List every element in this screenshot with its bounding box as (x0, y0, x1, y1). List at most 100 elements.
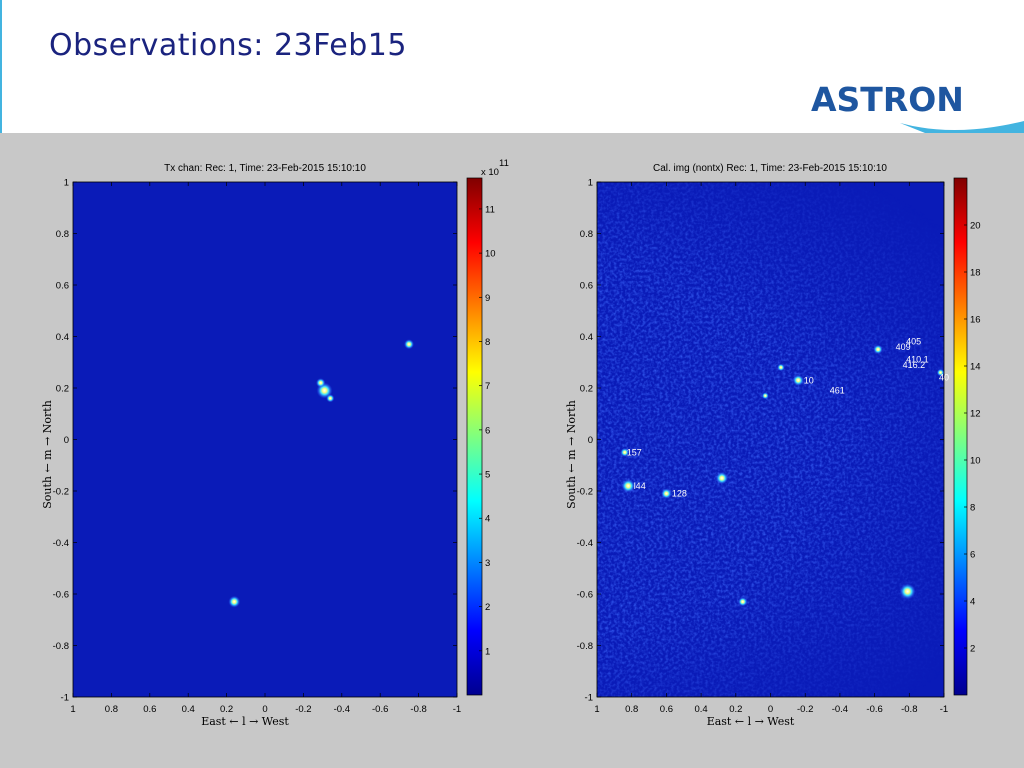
y-tick-label: 0.2 (56, 384, 69, 395)
x-tick-label: -0.6 (372, 704, 388, 715)
chart-title: Cal. img (nontx) Rec: 1, Time: 23-Feb-20… (653, 163, 887, 174)
slide-title: Observations: 23Feb15 (49, 28, 407, 63)
colorbar-tick-label: 4 (485, 514, 490, 525)
slide-header: Observations: 23Feb15 ASTRON (0, 0, 1024, 133)
x-tick-label: -1 (453, 704, 461, 715)
plot-area (73, 182, 457, 697)
source-label: 409 (896, 342, 911, 352)
source-point (792, 374, 804, 386)
y-tick-label: 1 (64, 178, 69, 189)
y-tick-label: -0.4 (53, 538, 69, 549)
colorbar-tick-label: 2 (970, 644, 975, 655)
chart-1: Tx chan: Rec: 1, Time: 23-Feb-2015 15:10… (41, 158, 509, 728)
colorbar-tick-label: 16 (970, 315, 981, 326)
colorbar-tick-label: 18 (970, 268, 981, 279)
source-point (326, 394, 335, 403)
colorbar-tick-label: 8 (970, 503, 975, 514)
x-tick-label: -0.2 (797, 704, 813, 715)
x-tick-label: -1 (940, 704, 948, 715)
y-tick-label: 0.6 (56, 281, 69, 292)
x-tick-label: 0.6 (143, 704, 156, 715)
x-tick-label: 0.6 (660, 704, 673, 715)
x-tick-label: 0.8 (105, 704, 118, 715)
x-axis-label: East ← l → West (201, 715, 289, 728)
colorbar-tick-label: 9 (485, 293, 490, 304)
colorbar-tick-label: 11 (485, 204, 495, 215)
colorbar-tick-label: 6 (970, 550, 975, 561)
colorbar (953, 177, 968, 696)
y-tick-label: 0.8 (56, 229, 69, 240)
source-label: 10 (804, 375, 814, 385)
source-point (738, 597, 748, 607)
y-tick-label: -0.4 (577, 538, 593, 549)
colorbar-tick-label: 7 (485, 381, 490, 392)
figure-canvas: Tx chan: Rec: 1, Time: 23-Feb-2015 15:10… (41, 158, 981, 728)
y-tick-label: -0.2 (577, 487, 593, 498)
y-tick-label: 0.2 (580, 384, 593, 395)
source-point (899, 583, 916, 600)
colorbar-tick-label: 3 (485, 558, 490, 569)
astron-logo: ASTRON (811, 80, 1024, 133)
source-point (620, 447, 630, 457)
chart-2: Cal. img (nontx) Rec: 1, Time: 23-Feb-20… (565, 163, 981, 728)
x-tick-label: 0.4 (182, 704, 195, 715)
source-point (315, 378, 326, 388)
colorbar-scale-exponent: 11 (499, 158, 509, 169)
source-label: 405 (906, 337, 921, 347)
colorbar (466, 177, 483, 696)
source-label: 410.1 (906, 355, 929, 365)
colorbar-tick-label: 14 (970, 362, 981, 373)
source-point (715, 471, 729, 485)
x-tick-label: -0.4 (334, 704, 350, 715)
logo-text: ASTRON (811, 80, 964, 119)
colorbar-tick-label: 12 (970, 409, 981, 420)
y-tick-label: -0.6 (577, 590, 593, 601)
logo-swoosh (900, 121, 1024, 133)
source-point (404, 339, 414, 350)
source-point (228, 595, 241, 608)
colorbar-tick-label: 1 (485, 646, 490, 657)
x-axis-label: East ← l → West (707, 715, 795, 728)
y-tick-label: -0.8 (577, 641, 593, 652)
source-label: 416.2 (903, 360, 926, 370)
x-tick-label: -0.4 (832, 704, 848, 715)
y-axis-label: South ← m → North (565, 400, 578, 509)
x-tick-label: -0.2 (295, 704, 311, 715)
colorbar-tick-label: 10 (970, 456, 981, 467)
colorbar-tick-label: 6 (485, 425, 490, 436)
y-tick-label: -0.8 (53, 641, 69, 652)
colorbar-tick-label: 8 (485, 337, 490, 348)
source-label: 40 (939, 373, 949, 383)
y-tick-label: 0.6 (580, 281, 593, 292)
y-tick-label: -1 (61, 693, 69, 704)
colorbar-tick-label: 20 (970, 221, 981, 232)
y-tick-label: 0.8 (580, 229, 593, 240)
colorbar-tick-label: 5 (485, 470, 490, 481)
colorbar-scale-label: x 10 (481, 167, 499, 178)
chart-title: Tx chan: Rec: 1, Time: 23-Feb-2015 15:10… (164, 163, 366, 174)
x-tick-label: 0 (768, 704, 773, 715)
x-tick-label: 1 (70, 704, 75, 715)
x-tick-label: 1 (594, 704, 599, 715)
y-tick-label: 1 (588, 178, 593, 189)
source-label: 128 (672, 489, 687, 499)
y-tick-label: 0 (588, 435, 593, 446)
source-label: 157 (627, 447, 642, 457)
source-point (761, 392, 769, 400)
colorbar-tick-label: 2 (485, 602, 490, 613)
x-tick-label: 0.4 (694, 704, 707, 715)
colorbar-tick-label: 4 (970, 597, 975, 608)
x-tick-label: 0.2 (729, 704, 742, 715)
y-tick-label: 0.4 (56, 332, 69, 343)
y-tick-label: 0 (64, 435, 69, 446)
noise-layer (597, 182, 944, 697)
y-tick-label: -0.6 (53, 590, 69, 601)
x-tick-label: 0 (262, 704, 267, 715)
y-tick-label: -0.2 (53, 487, 69, 498)
source-label: l44 (634, 481, 646, 491)
source-point (621, 479, 636, 493)
source-point (661, 488, 672, 499)
y-tick-label: 0.4 (580, 332, 593, 343)
y-axis-label: South ← m → North (41, 400, 54, 509)
source-point (873, 344, 883, 355)
